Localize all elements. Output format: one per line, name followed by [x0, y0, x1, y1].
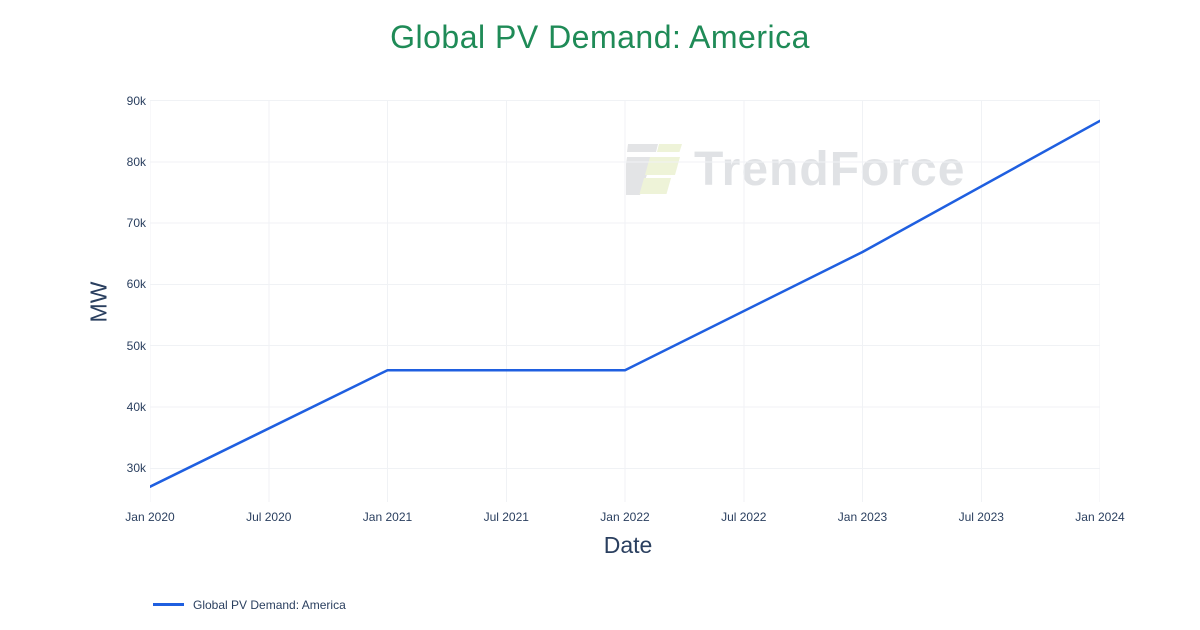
x-tick-label: Jul 2023	[958, 510, 1004, 524]
y-axis-title: MW	[85, 281, 112, 323]
y-tick-label: 50k	[126, 338, 146, 353]
y-tick-label: 80k	[126, 154, 146, 169]
x-tick-label: Jan 2020	[125, 510, 175, 524]
y-tick-label: 40k	[126, 400, 146, 414]
x-tick-label: Jan 2023	[837, 510, 888, 524]
y-tick-label: 60k	[126, 277, 146, 292]
x-axis-title: Date	[603, 532, 653, 558]
y-tick-label: 30k	[126, 461, 146, 476]
legend-item[interactable]: Global PV Demand: America	[153, 597, 346, 612]
y-tick-label: 90k	[126, 93, 146, 108]
series-line[interactable]	[150, 119, 1100, 488]
x-tick-label: Jan 2022	[600, 510, 650, 524]
x-tick-label: Jan 2024	[1075, 510, 1125, 524]
chart-title: Global PV Demand: America	[390, 19, 810, 55]
plot-canvas[interactable]	[150, 100, 1100, 502]
x-tick-label: Jul 2022	[721, 510, 767, 524]
x-tick-label: Jul 2021	[483, 510, 529, 524]
legend-line-sample	[153, 603, 184, 606]
x-tick-label: Jan 2021	[362, 510, 413, 524]
legend-item-label: Global PV Demand: America	[193, 597, 346, 612]
y-tick-label: 70k	[126, 216, 146, 231]
x-tick-label: Jul 2020	[246, 510, 292, 524]
